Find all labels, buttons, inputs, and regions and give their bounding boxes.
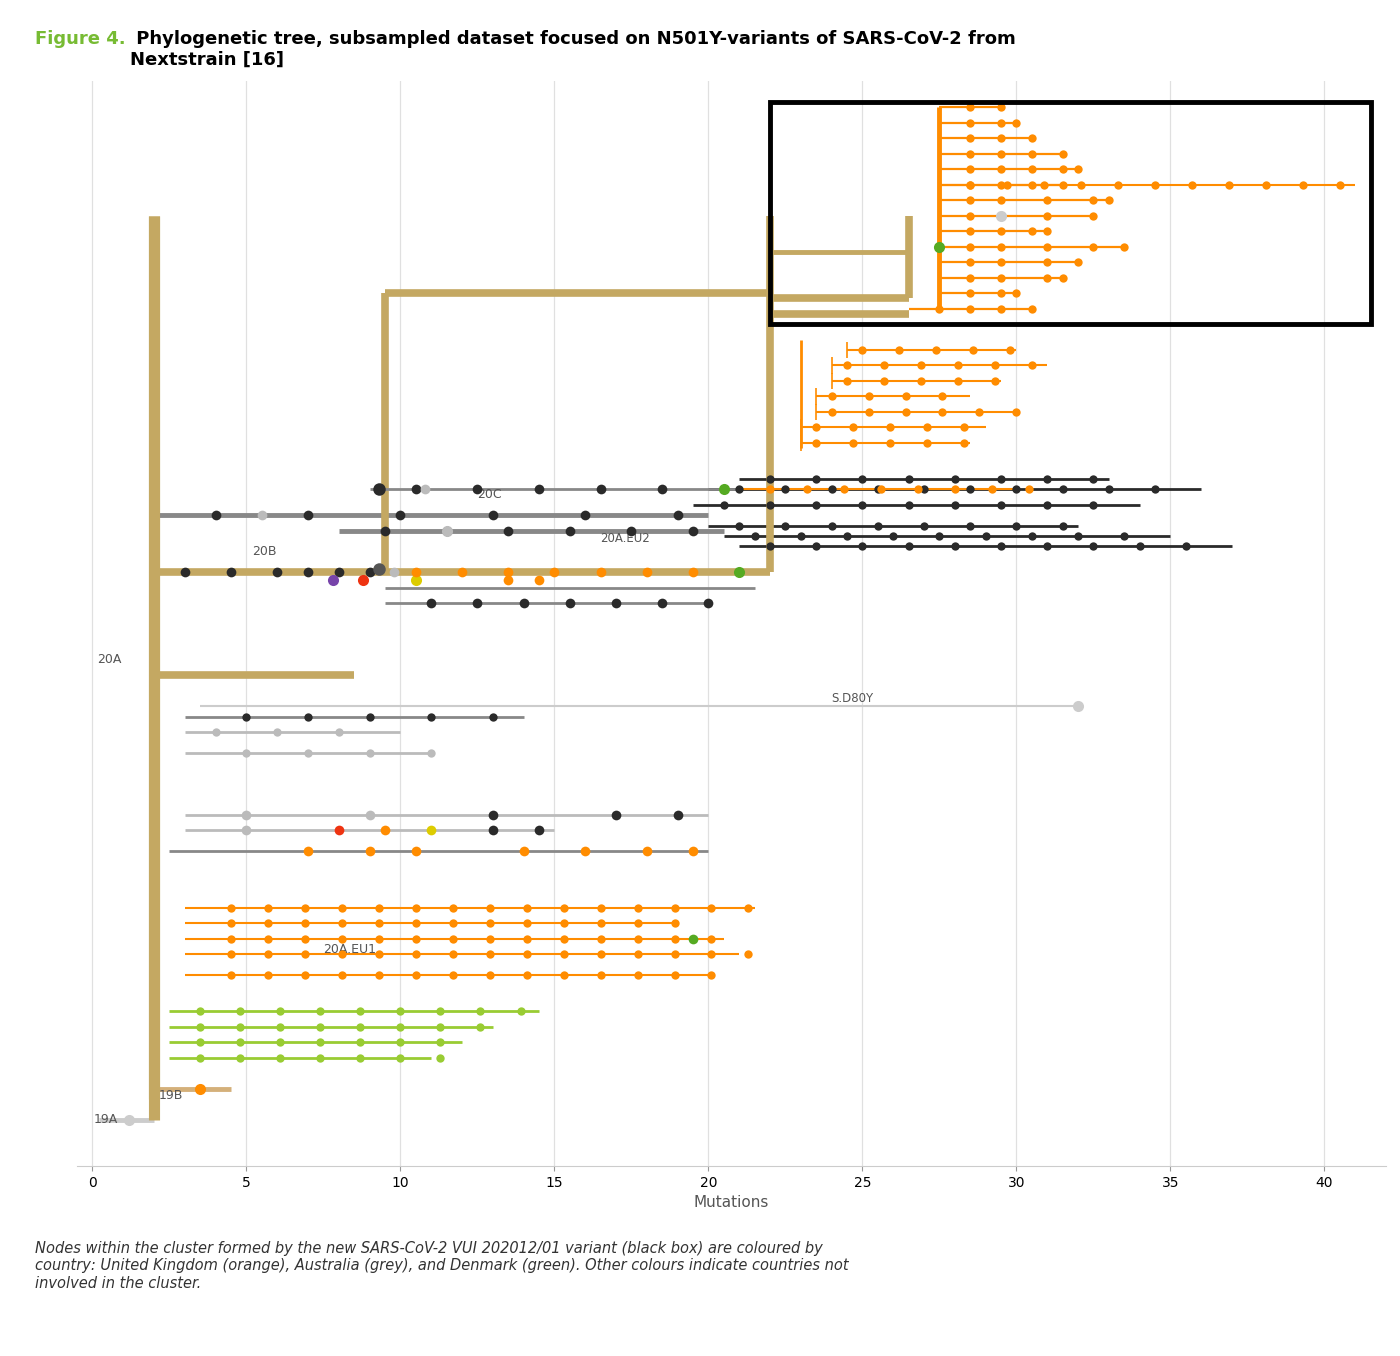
Text: 19A: 19A [94,1113,118,1127]
Text: 20A: 20A [97,654,122,666]
X-axis label: Mutations: Mutations [694,1196,769,1211]
Text: 19B: 19B [158,1089,183,1102]
Text: S.D80Y: S.D80Y [832,692,874,705]
Text: Figure 4.: Figure 4. [35,30,126,47]
Text: 20C: 20C [477,488,503,502]
Text: Nodes within the cluster formed by the new SARS-CoV-2 VUI 202012/01 variant (bla: Nodes within the cluster formed by the n… [35,1241,848,1291]
Text: 20A.EU1: 20A.EU1 [323,942,377,956]
Text: Phylogenetic tree, subsampled dataset focused on N501Y-variants of SARS-CoV-2 fr: Phylogenetic tree, subsampled dataset fo… [130,30,1016,69]
Text: 20A.EU2: 20A.EU2 [601,532,651,545]
Bar [770,102,1371,324]
Text: 20B: 20B [252,545,277,557]
